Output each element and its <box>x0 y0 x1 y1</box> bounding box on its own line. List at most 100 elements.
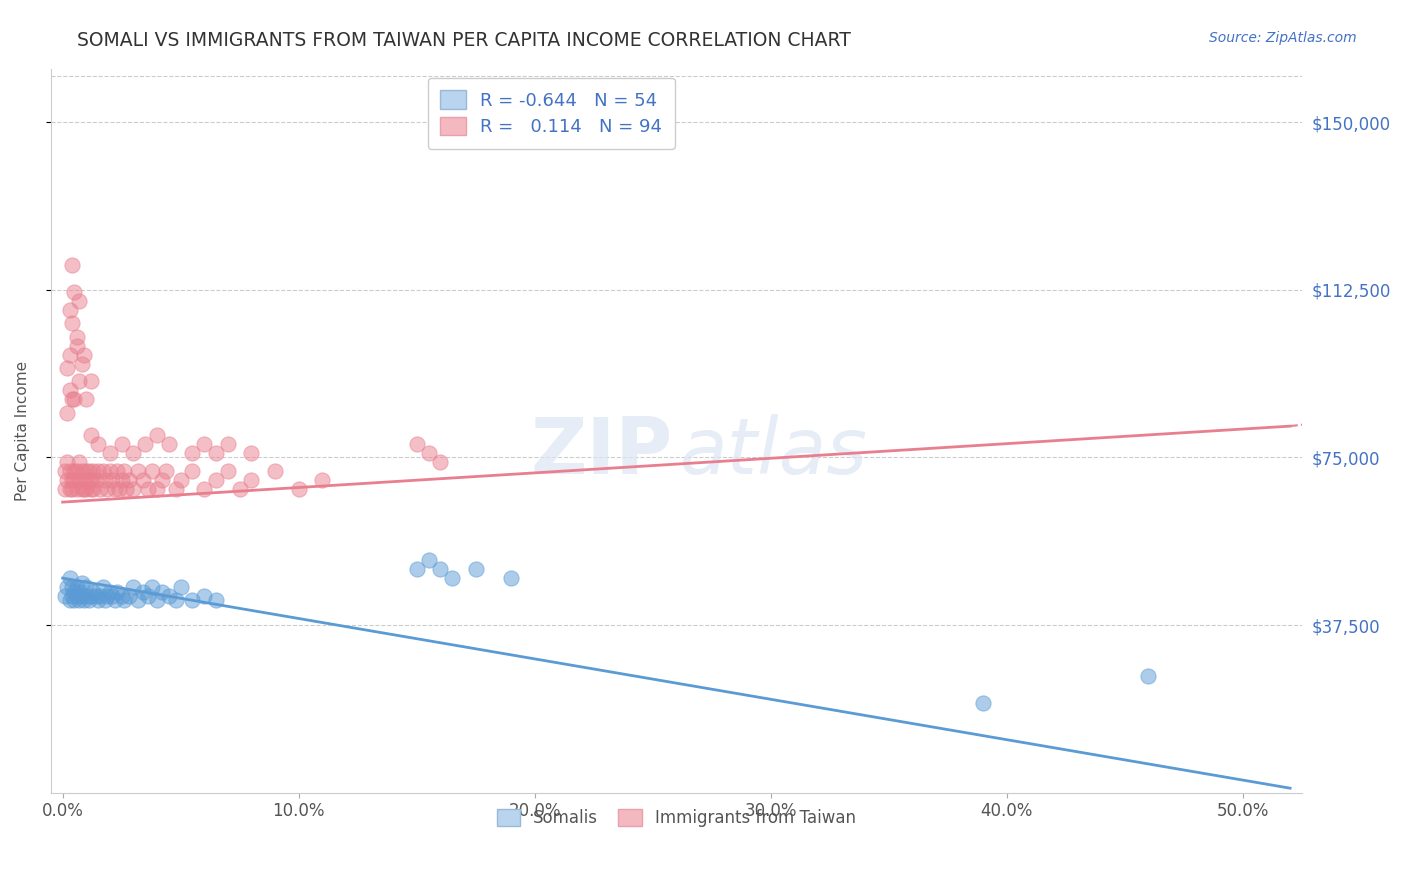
Point <box>101 589 124 603</box>
Point <box>418 553 440 567</box>
Point <box>80 428 103 442</box>
Point <box>82 584 104 599</box>
Text: SOMALI VS IMMIGRANTS FROM TAIWAN PER CAPITA INCOME CORRELATION CHART: SOMALI VS IMMIGRANTS FROM TAIWAN PER CAP… <box>77 31 851 50</box>
Point <box>169 580 191 594</box>
Point <box>87 593 110 607</box>
Point <box>111 437 134 451</box>
Point <box>193 589 215 603</box>
Point <box>240 473 263 487</box>
Point <box>60 392 83 407</box>
Point <box>56 406 79 420</box>
Point <box>53 589 76 603</box>
Point <box>181 593 204 607</box>
Point <box>94 473 117 487</box>
Point <box>96 482 118 496</box>
Point <box>181 464 204 478</box>
Point <box>60 258 83 272</box>
Point <box>111 473 134 487</box>
Point <box>59 348 82 362</box>
Point <box>405 437 427 451</box>
Point <box>146 428 169 442</box>
Point <box>112 593 135 607</box>
Point <box>115 482 138 496</box>
Point <box>66 464 89 478</box>
Point <box>181 446 204 460</box>
Point <box>441 571 464 585</box>
Point <box>56 473 79 487</box>
Point <box>63 392 86 407</box>
Point <box>59 593 82 607</box>
Point <box>132 473 155 487</box>
Point <box>63 593 86 607</box>
Point <box>66 482 89 496</box>
Point <box>193 482 215 496</box>
Point <box>77 464 100 478</box>
Point <box>122 446 145 460</box>
Point <box>87 437 110 451</box>
Point <box>84 473 107 487</box>
Point <box>103 593 125 607</box>
Point <box>150 584 173 599</box>
Point <box>59 302 82 317</box>
Point <box>311 473 333 487</box>
Point <box>98 584 121 599</box>
Point <box>127 464 149 478</box>
Text: atlas: atlas <box>681 414 868 491</box>
Point <box>67 593 90 607</box>
Point <box>89 589 111 603</box>
Point <box>82 464 104 478</box>
Point <box>405 562 427 576</box>
Point <box>84 589 107 603</box>
Point <box>59 384 82 398</box>
Point <box>217 464 239 478</box>
Point <box>75 482 97 496</box>
Point <box>205 473 228 487</box>
Point <box>53 464 76 478</box>
Point <box>136 589 159 603</box>
Point <box>108 482 131 496</box>
Point <box>75 580 97 594</box>
Point <box>66 329 89 343</box>
Point <box>205 593 228 607</box>
Point <box>165 593 187 607</box>
Point <box>155 464 177 478</box>
Point <box>60 589 83 603</box>
Point <box>141 580 163 594</box>
Point <box>80 473 103 487</box>
Point <box>112 464 135 478</box>
Point <box>136 482 159 496</box>
Point <box>111 589 134 603</box>
Point <box>75 392 97 407</box>
Point <box>60 473 83 487</box>
Point <box>103 482 125 496</box>
Point <box>264 464 287 478</box>
Point <box>70 464 93 478</box>
Point <box>122 580 145 594</box>
Point <box>60 482 83 496</box>
Point <box>217 437 239 451</box>
Point <box>60 316 83 330</box>
Point <box>63 464 86 478</box>
Point <box>66 580 89 594</box>
Point <box>228 482 250 496</box>
Point <box>205 446 228 460</box>
Point <box>70 589 93 603</box>
Point <box>73 593 96 607</box>
Point <box>118 589 141 603</box>
Point <box>464 562 486 576</box>
Point <box>75 464 97 478</box>
Point <box>82 482 104 496</box>
Point <box>96 589 118 603</box>
Point <box>150 473 173 487</box>
Point <box>73 482 96 496</box>
Point <box>105 584 128 599</box>
Point <box>1137 669 1160 683</box>
Y-axis label: Per Capita Income: Per Capita Income <box>15 360 30 500</box>
Point <box>89 482 111 496</box>
Point <box>80 482 103 496</box>
Point <box>60 580 83 594</box>
Point <box>122 482 145 496</box>
Point <box>429 455 451 469</box>
Point <box>240 446 263 460</box>
Point <box>59 464 82 478</box>
